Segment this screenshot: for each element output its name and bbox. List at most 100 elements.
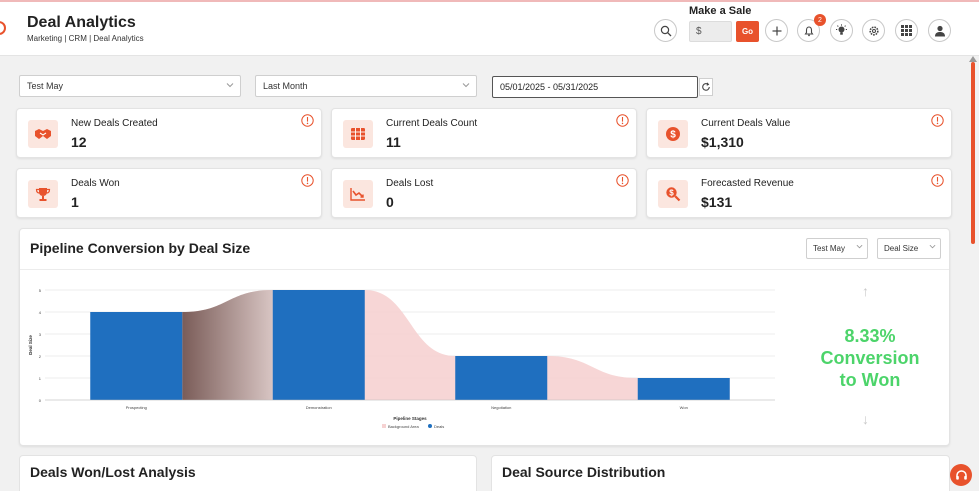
chevron-down-icon xyxy=(856,244,863,249)
pipeline-select[interactable]: Test May xyxy=(19,75,241,97)
kpi-card-deals-lost: Deals Lost 0 xyxy=(331,168,637,218)
pipeline-filter-select[interactable]: Test May xyxy=(806,238,868,259)
trophy-icon xyxy=(35,188,51,201)
y-axis-label: Deal Size xyxy=(28,335,33,355)
conversion-percent: 8.33% xyxy=(844,326,896,346)
kpi-label: Current Deals Value xyxy=(701,118,791,129)
kpi-card-current-deals-count: Current Deals Count 11 xyxy=(331,108,637,158)
make-sale-label: Make a Sale xyxy=(689,5,752,17)
top-header: Deal Analytics Marketing | CRM | Deal An… xyxy=(0,0,979,56)
info-icon[interactable] xyxy=(301,114,314,127)
handshake-icon xyxy=(35,129,51,139)
gear-icon xyxy=(868,25,879,36)
grid-icon xyxy=(351,128,365,140)
user-icon xyxy=(934,25,945,36)
bar-prospecting xyxy=(90,312,183,400)
background-area-segment xyxy=(182,290,273,400)
metric-filter-select[interactable]: Deal Size xyxy=(877,238,941,259)
trend-down-icon xyxy=(350,188,365,201)
x-tick-label: Negotiation xyxy=(491,405,511,410)
info-icon[interactable] xyxy=(616,174,629,187)
chevron-down-icon xyxy=(462,83,470,88)
page-title: Deal Analytics xyxy=(27,14,136,31)
scroll-up-icon[interactable] xyxy=(969,56,977,62)
y-tick-label: 3 xyxy=(39,332,42,337)
refresh-button[interactable] xyxy=(699,78,713,96)
add-button[interactable] xyxy=(765,19,788,42)
y-tick-label: 5 xyxy=(39,288,42,293)
panel-title: Deals Won/Lost Analysis xyxy=(30,464,196,480)
go-button[interactable]: Go xyxy=(736,21,759,42)
breadcrumb: Marketing | CRM | Deal Analytics xyxy=(27,34,144,43)
info-icon[interactable] xyxy=(301,174,314,187)
help-button[interactable] xyxy=(950,464,972,486)
kpi-label: Deals Won xyxy=(71,178,120,189)
kpi-icon-box: $ xyxy=(658,120,688,148)
metric-filter-value: Deal Size xyxy=(884,244,919,253)
kpi-value: $1,310 xyxy=(701,134,744,150)
conversion-label-line2: to Won xyxy=(839,370,901,390)
plus-icon xyxy=(772,26,781,35)
sidebar-toggle-icon[interactable] xyxy=(0,21,6,35)
kpi-card-current-deals-value: $ Current Deals Value $1,310 xyxy=(646,108,952,158)
search-dollar-icon: $ xyxy=(666,187,681,202)
profile-button[interactable] xyxy=(928,19,951,42)
svg-text:$: $ xyxy=(669,189,674,198)
kpi-icon-box xyxy=(343,180,373,208)
legend-label: Deals xyxy=(434,424,444,429)
info-icon[interactable] xyxy=(931,114,944,127)
date-range-input[interactable]: 05/01/2025 - 05/31/2025 xyxy=(492,76,698,98)
pipeline-select-value: Test May xyxy=(27,81,64,91)
won-lost-panel: Deals Won/Lost Analysis xyxy=(19,455,477,491)
period-select[interactable]: Last Month xyxy=(255,75,477,97)
kpi-icon-box xyxy=(343,120,373,148)
kpi-label: Forecasted Revenue xyxy=(701,178,794,189)
kpi-icon-box xyxy=(28,180,58,208)
bar-demonstration xyxy=(272,290,365,400)
refresh-icon xyxy=(702,82,710,91)
x-tick-label: Won xyxy=(680,405,688,410)
notifications-button[interactable] xyxy=(797,19,820,42)
panel-divider xyxy=(20,269,949,270)
conversion-label-line1: Conversion xyxy=(820,348,920,368)
scrollbar-thumb[interactable] xyxy=(971,62,975,244)
legend-swatch-deals xyxy=(428,424,432,428)
info-icon[interactable] xyxy=(616,114,629,127)
settings-button[interactable] xyxy=(862,19,885,42)
arrow-up-icon: ↑ xyxy=(862,283,869,299)
y-tick-label: 2 xyxy=(39,354,42,359)
chevron-down-icon xyxy=(929,244,936,249)
kpi-value: $131 xyxy=(701,194,733,210)
kpi-icon-box: $ xyxy=(658,180,688,208)
dollar-icon: $ xyxy=(666,127,680,141)
kpi-label: New Deals Created xyxy=(71,118,158,129)
kpi-card-deals-won: Deals Won 1 xyxy=(16,168,322,218)
panel-title: Deal Source Distribution xyxy=(502,464,666,480)
arrow-down-icon: ↓ xyxy=(862,411,869,427)
search-button[interactable] xyxy=(654,19,677,42)
bar-negotiation xyxy=(455,356,548,400)
y-tick-label: 4 xyxy=(39,310,42,315)
kpi-label: Current Deals Count xyxy=(386,118,478,129)
pipeline-filter-value: Test May xyxy=(813,244,846,253)
kpi-card-forecasted-revenue: $ Forecasted Revenue $131 xyxy=(646,168,952,218)
kpi-label: Deals Lost xyxy=(386,178,434,189)
kpi-icon-box xyxy=(28,120,58,148)
search-icon xyxy=(660,25,671,36)
apps-button[interactable] xyxy=(895,19,918,42)
period-select-value: Last Month xyxy=(263,81,308,91)
notification-badge: 2 xyxy=(814,14,826,26)
ideas-button[interactable] xyxy=(830,19,853,42)
pipeline-chart: 0 1 2 3 4 5 Prospecting Demonstration Negotiatio… xyxy=(28,288,775,429)
kpi-value: 11 xyxy=(386,134,401,150)
sale-amount-input[interactable]: $ xyxy=(689,21,732,42)
svg-text:$: $ xyxy=(670,130,676,141)
y-tick-label: 1 xyxy=(39,376,42,381)
x-tick-label: Prospecting xyxy=(126,405,147,410)
kpi-value: 0 xyxy=(386,194,394,210)
kpi-value: 1 xyxy=(71,194,79,210)
deal-source-panel: Deal Source Distribution xyxy=(491,455,950,491)
info-icon[interactable] xyxy=(931,174,944,187)
conversion-rate: 8.33% Conversion to Won xyxy=(810,325,930,391)
chevron-down-icon xyxy=(226,83,234,88)
